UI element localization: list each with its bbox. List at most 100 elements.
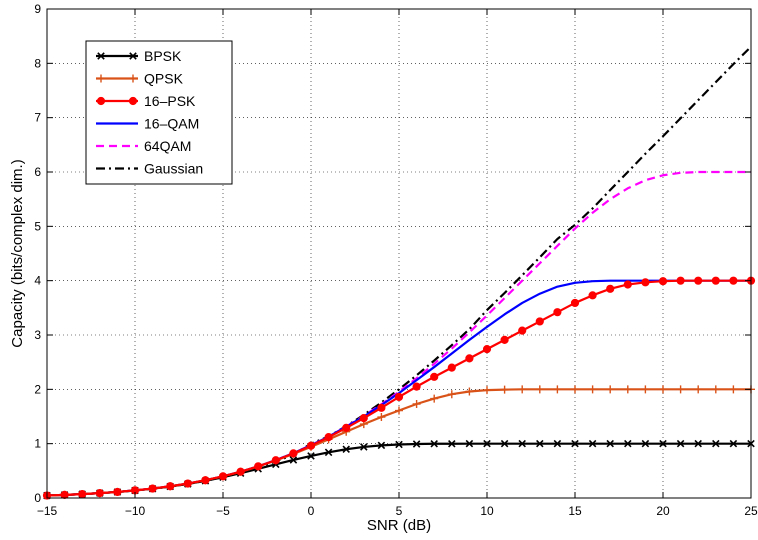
y-tick-label: 3 bbox=[34, 328, 41, 342]
series-qpsk bbox=[43, 385, 755, 500]
data-point-bpsk bbox=[430, 440, 438, 448]
data-point-16-psk bbox=[482, 345, 492, 354]
data-point-16-psk bbox=[148, 484, 157, 493]
data-point-qpsk bbox=[659, 385, 667, 394]
data-point-qpsk bbox=[711, 385, 720, 394]
data-point-bpsk bbox=[729, 439, 738, 448]
data-point-16-psk bbox=[518, 326, 527, 335]
y-tick-label: 7 bbox=[34, 111, 41, 125]
y-tick-label: 6 bbox=[34, 165, 41, 179]
data-point-qpsk bbox=[694, 385, 703, 394]
data-point-qpsk bbox=[395, 406, 403, 415]
legend-item-gaussian: Gaussian bbox=[96, 161, 203, 177]
data-point-bpsk bbox=[377, 441, 386, 450]
y-tick-label: 0 bbox=[34, 491, 41, 505]
y-axis-title: Capacity (bits/complex dim.) bbox=[9, 159, 26, 347]
x-tick-label: 20 bbox=[656, 504, 670, 518]
data-point-16-psk bbox=[113, 487, 122, 497]
x-tick-label: 25 bbox=[744, 504, 758, 518]
data-point-bpsk bbox=[412, 440, 421, 448]
data-point-16-psk bbox=[570, 298, 580, 308]
data-point-qpsk bbox=[500, 385, 509, 394]
legend-marker bbox=[129, 52, 137, 60]
data-point-16-psk bbox=[588, 291, 597, 300]
y-tick-label: 9 bbox=[34, 2, 41, 16]
legend-label: BPSK bbox=[144, 48, 182, 64]
legend-item-16-psk: 16–PSK bbox=[96, 93, 196, 109]
x-tick-label: 5 bbox=[396, 504, 403, 518]
data-point-16-psk bbox=[289, 449, 298, 458]
data-point-16-psk bbox=[606, 284, 615, 293]
data-point-16-psk bbox=[166, 482, 175, 491]
data-point-bpsk bbox=[324, 448, 333, 457]
data-point-16-psk bbox=[359, 414, 368, 423]
legend-marker bbox=[96, 96, 106, 106]
x-tick-label: −15 bbox=[37, 504, 58, 518]
data-point-16-psk bbox=[535, 317, 544, 326]
data-point-16-psk bbox=[430, 372, 439, 381]
data-point-bpsk bbox=[694, 439, 702, 448]
data-point-qpsk bbox=[623, 385, 632, 394]
data-point-qpsk bbox=[535, 385, 544, 394]
data-point-bpsk bbox=[483, 439, 491, 448]
y-tick-label: 2 bbox=[34, 382, 41, 396]
legend-label: 16–PSK bbox=[144, 93, 196, 109]
data-point-16-psk bbox=[236, 467, 245, 476]
data-point-bpsk bbox=[465, 439, 474, 448]
legend: BPSK QPSK 16–PSK 16–QAM 64QAM Gaussian bbox=[85, 40, 233, 185]
data-point-bpsk bbox=[676, 439, 685, 448]
data-point-qpsk bbox=[430, 394, 439, 403]
data-point-bpsk bbox=[553, 439, 562, 448]
series-layer bbox=[42, 45, 756, 500]
data-point-bpsk bbox=[641, 439, 650, 448]
data-point-bpsk bbox=[448, 439, 456, 448]
y-tick-label: 4 bbox=[34, 274, 41, 288]
data-point-qpsk bbox=[412, 400, 421, 409]
data-point-qpsk bbox=[641, 385, 650, 394]
data-point-16-psk bbox=[394, 392, 404, 402]
x-tick-label: −5 bbox=[216, 504, 230, 518]
data-point-16-psk bbox=[658, 277, 668, 286]
x-tick-label: 15 bbox=[568, 504, 582, 518]
data-point-16-psk bbox=[201, 476, 210, 485]
y-tick-label: 5 bbox=[34, 219, 41, 233]
legend-item-qpsk: QPSK bbox=[96, 71, 184, 87]
data-point-qpsk bbox=[606, 385, 615, 394]
legend-marker bbox=[129, 74, 137, 83]
data-point-qpsk bbox=[377, 413, 386, 422]
data-point-bpsk bbox=[307, 452, 315, 460]
legend-label: 64QAM bbox=[144, 138, 191, 154]
legend-item-64qam: 64QAM bbox=[96, 138, 191, 154]
data-point-16-psk bbox=[694, 276, 703, 285]
x-tick-label: 0 bbox=[308, 504, 315, 518]
data-point-qpsk bbox=[518, 385, 527, 394]
data-point-16-psk bbox=[553, 308, 562, 317]
data-point-qpsk bbox=[676, 385, 685, 394]
data-point-16-psk bbox=[342, 423, 351, 433]
data-point-bpsk bbox=[624, 439, 632, 448]
data-point-16-psk bbox=[254, 462, 263, 471]
legend-item-16-qam: 16–QAM bbox=[96, 116, 199, 132]
legend-item-bpsk: BPSK bbox=[96, 48, 182, 64]
series-16-psk bbox=[42, 276, 756, 500]
x-tick-labels: −15 −10 −5 0 5 10 15 20 25 bbox=[37, 504, 758, 518]
data-point-bpsk bbox=[395, 440, 403, 449]
legend-box bbox=[85, 40, 233, 185]
x-tick-label: −10 bbox=[125, 504, 146, 518]
legend-label: Gaussian bbox=[144, 161, 203, 177]
legend-marker bbox=[97, 74, 105, 83]
data-point-bpsk bbox=[712, 439, 720, 448]
data-point-16-psk bbox=[676, 276, 685, 285]
data-point-16-psk bbox=[95, 489, 104, 498]
data-point-qpsk bbox=[588, 385, 597, 394]
data-point-bpsk bbox=[571, 439, 579, 448]
data-point-bpsk bbox=[659, 439, 667, 448]
data-point-qpsk bbox=[465, 387, 474, 396]
data-point-bpsk bbox=[289, 456, 298, 464]
y-tick-labels: 0 1 2 3 4 5 6 7 8 9 bbox=[34, 2, 41, 505]
data-point-16-psk bbox=[306, 441, 316, 450]
data-point-16-psk bbox=[271, 456, 280, 465]
legend-label: 16–QAM bbox=[144, 116, 199, 132]
data-point-16-psk bbox=[465, 354, 474, 363]
